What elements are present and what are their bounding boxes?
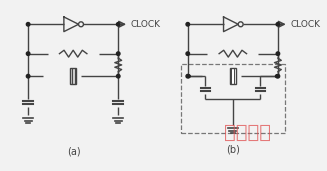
- Circle shape: [26, 52, 30, 55]
- Text: (b): (b): [226, 145, 240, 155]
- Circle shape: [187, 75, 190, 78]
- Circle shape: [116, 74, 120, 78]
- Circle shape: [238, 22, 243, 27]
- Circle shape: [276, 74, 280, 78]
- Circle shape: [186, 74, 190, 78]
- Bar: [181, 64, 285, 133]
- Bar: [70, 68, 76, 84]
- Circle shape: [186, 23, 190, 26]
- Circle shape: [26, 23, 30, 26]
- Circle shape: [26, 74, 30, 78]
- Circle shape: [78, 22, 83, 27]
- Circle shape: [116, 52, 120, 55]
- Circle shape: [276, 52, 280, 55]
- Circle shape: [275, 75, 278, 78]
- Circle shape: [116, 23, 120, 26]
- Text: CLOCK: CLOCK: [291, 20, 321, 29]
- Text: CLOCK: CLOCK: [131, 20, 161, 29]
- Circle shape: [276, 23, 280, 26]
- Text: (a): (a): [67, 147, 81, 157]
- Text: 康比电子: 康比电子: [224, 123, 271, 142]
- Bar: [230, 68, 236, 84]
- Circle shape: [186, 52, 190, 55]
